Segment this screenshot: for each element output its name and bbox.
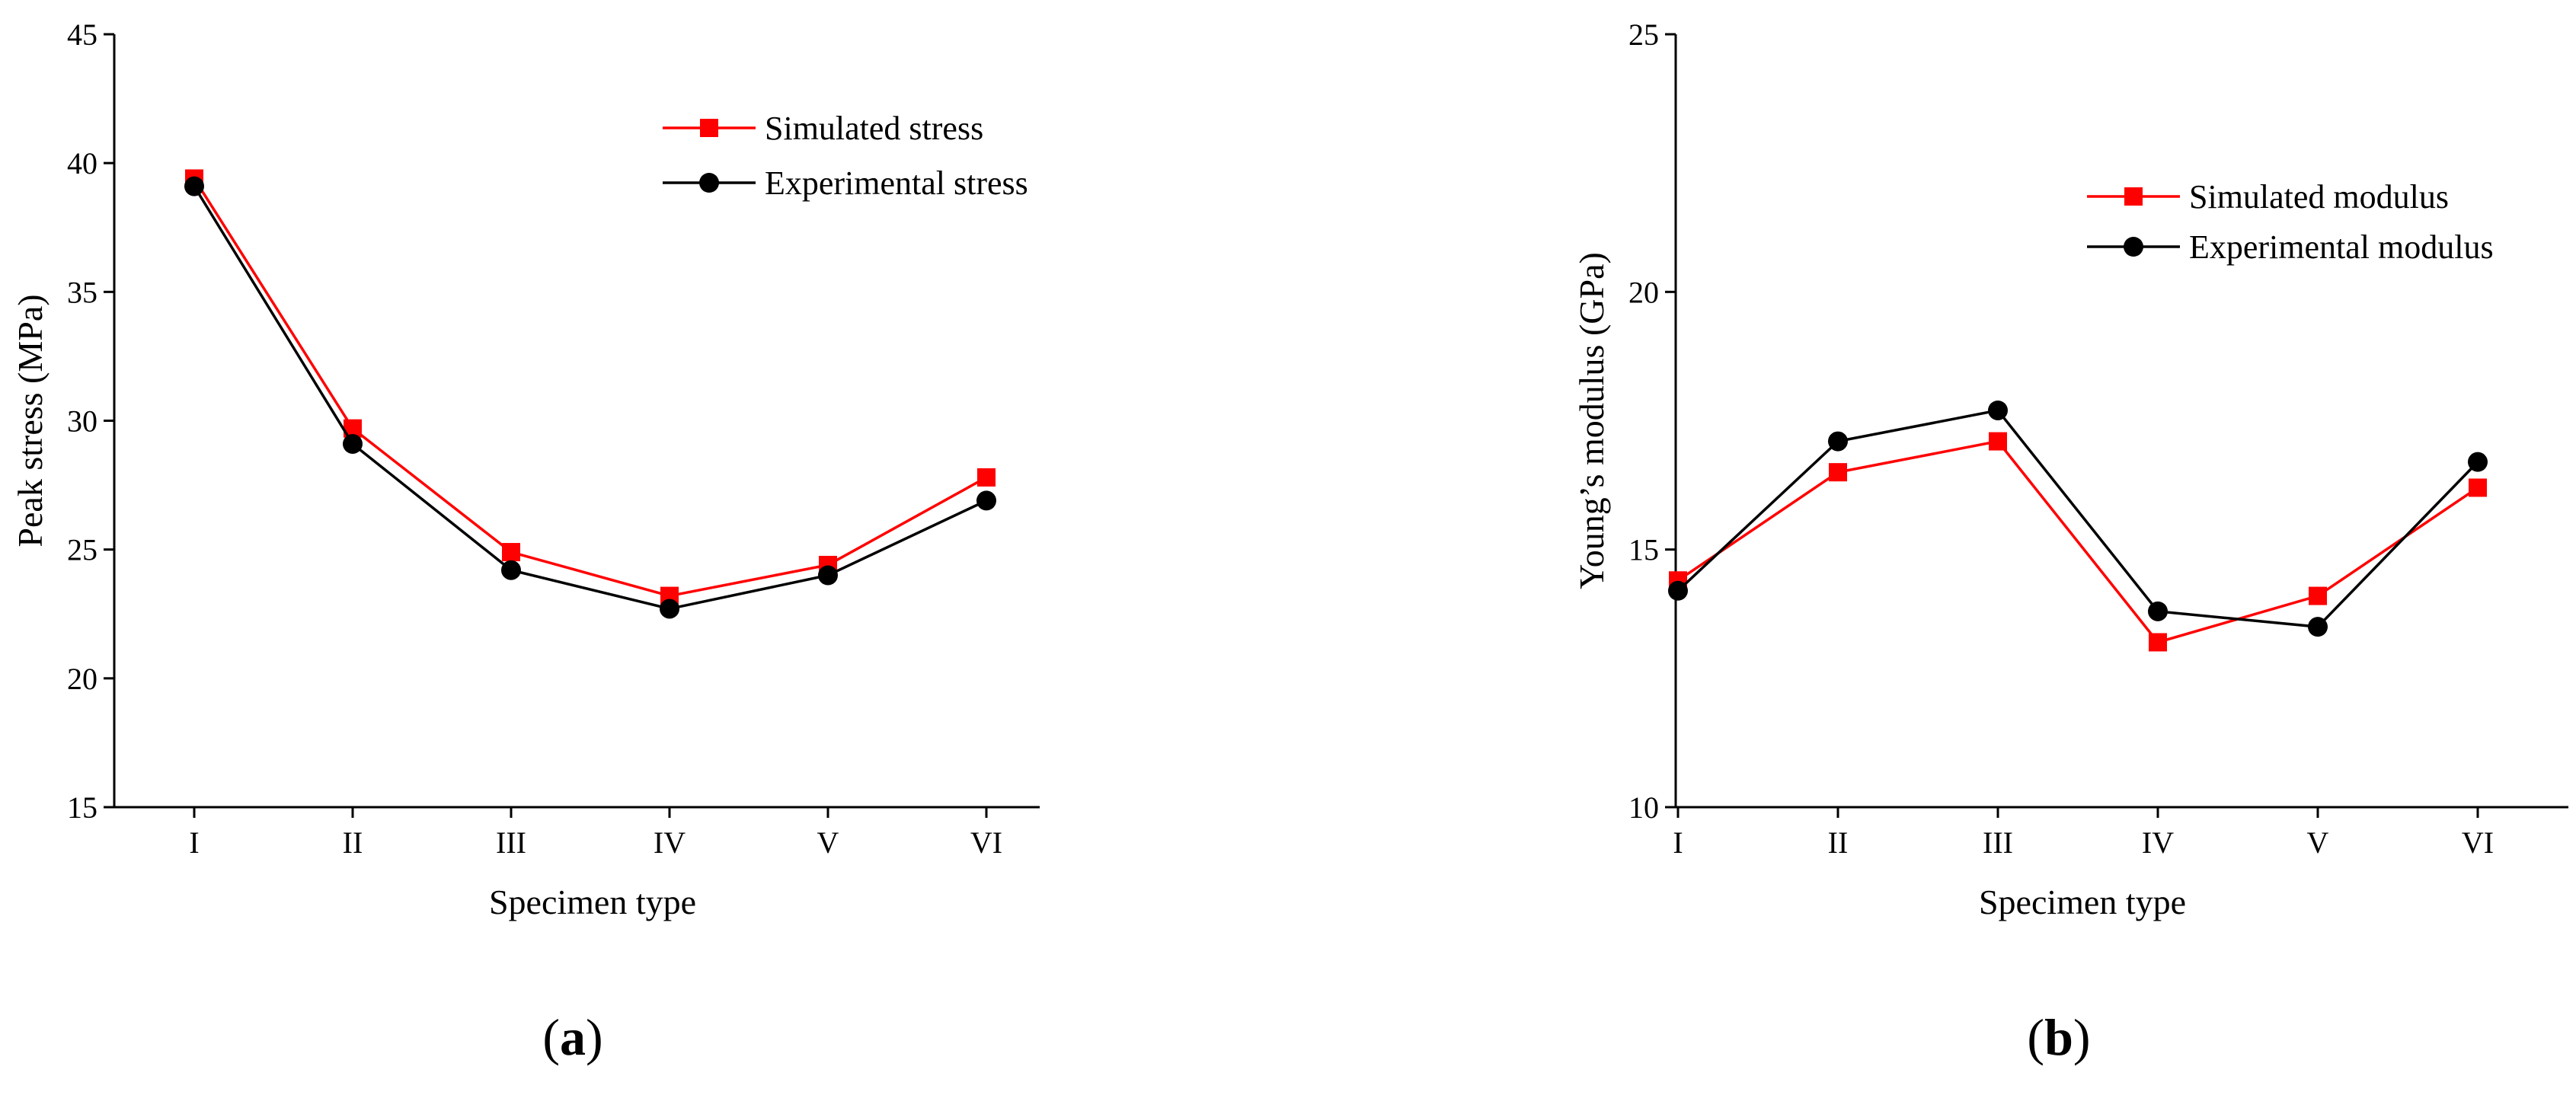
y-axis-title: Peak stress (MPa) <box>11 294 50 547</box>
data-point-experimental <box>1828 431 1848 452</box>
y-tick-label: 25 <box>67 533 97 567</box>
y-tick-label: 15 <box>67 790 97 825</box>
data-point-simulated <box>1989 432 2007 451</box>
x-axis-title: Specimen type <box>1979 883 2186 921</box>
legend-label: Experimental stress <box>765 164 1028 202</box>
legend-marker-square <box>2124 187 2143 206</box>
y-tick-label: 20 <box>1628 275 1659 309</box>
legend: Simulated modulus Experimental modulus <box>2087 178 2494 266</box>
y-axis-title: Young’s modulus (GPa) <box>1572 252 1611 589</box>
legend-marker-circle <box>699 173 719 193</box>
legend-label: Simulated modulus <box>2189 178 2449 215</box>
data-point-simulated <box>977 468 996 487</box>
data-point-experimental <box>343 433 363 454</box>
y-tick-label: 10 <box>1628 790 1659 825</box>
x-tick-label: VI <box>970 825 1002 860</box>
x-tick-label: V <box>2307 825 2329 860</box>
x-tick-label: I <box>1673 825 1683 860</box>
x-axis-title: Specimen type <box>489 883 696 921</box>
legend-marker-circle <box>2124 237 2143 257</box>
panel-label-part: ( <box>2027 1008 2044 1066</box>
y-tick-label: 20 <box>67 662 97 696</box>
data-point-experimental <box>501 560 521 580</box>
data-point-simulated <box>2309 586 2327 605</box>
panel-label-part: ( <box>542 1008 560 1066</box>
data-point-experimental <box>2468 452 2488 472</box>
series-line-simulated <box>193 177 987 598</box>
panel-label-part: a <box>560 1008 586 1066</box>
panel-label-part: ) <box>586 1008 603 1066</box>
x-tick-label: I <box>189 825 199 860</box>
y-tick-label: 25 <box>1628 18 1659 52</box>
x-tick-label: VI <box>2462 825 2494 860</box>
data-point-experimental <box>976 490 996 511</box>
legend-label: Experimental modulus <box>2189 228 2494 266</box>
data-point-simulated <box>2149 633 2167 652</box>
y-tick-label: 40 <box>67 146 97 180</box>
panel-label: (a) <box>542 1008 602 1066</box>
data-point-experimental <box>1668 580 1688 601</box>
data-point-experimental <box>1988 400 2008 420</box>
y-tick-label: 45 <box>67 18 97 52</box>
legend-label: Simulated stress <box>765 110 983 147</box>
series-line-experimental <box>1676 409 2479 628</box>
x-tick-label: II <box>1828 825 1849 860</box>
data-point-experimental <box>2308 617 2328 637</box>
x-tick-label: II <box>343 825 363 860</box>
x-tick-label: V <box>817 825 839 860</box>
data-point-experimental <box>818 565 838 586</box>
series-line-simulated <box>1677 439 2479 644</box>
legend-marker-square <box>700 119 718 137</box>
panel-label-part: ) <box>2073 1008 2091 1066</box>
y-tick-label: 15 <box>1628 533 1659 567</box>
legend: Simulated stress Experimental stress <box>663 110 1028 202</box>
data-point-experimental <box>184 176 204 196</box>
x-tick-label: III <box>1983 825 2013 860</box>
x-tick-label: III <box>496 825 526 860</box>
x-tick-label: IV <box>2142 825 2174 860</box>
panel-label-part: b <box>2044 1008 2073 1066</box>
y-tick-label: 35 <box>67 275 97 309</box>
data-point-experimental <box>2148 601 2168 621</box>
data-point-simulated <box>2469 478 2487 497</box>
panel-label: (b) <box>2027 1008 2090 1066</box>
data-point-simulated <box>502 543 520 562</box>
series-line-experimental <box>193 185 987 611</box>
data-point-experimental <box>660 599 679 619</box>
x-tick-label: IV <box>654 825 686 860</box>
y-tick-label: 30 <box>67 404 97 439</box>
data-point-simulated <box>1829 463 1847 482</box>
